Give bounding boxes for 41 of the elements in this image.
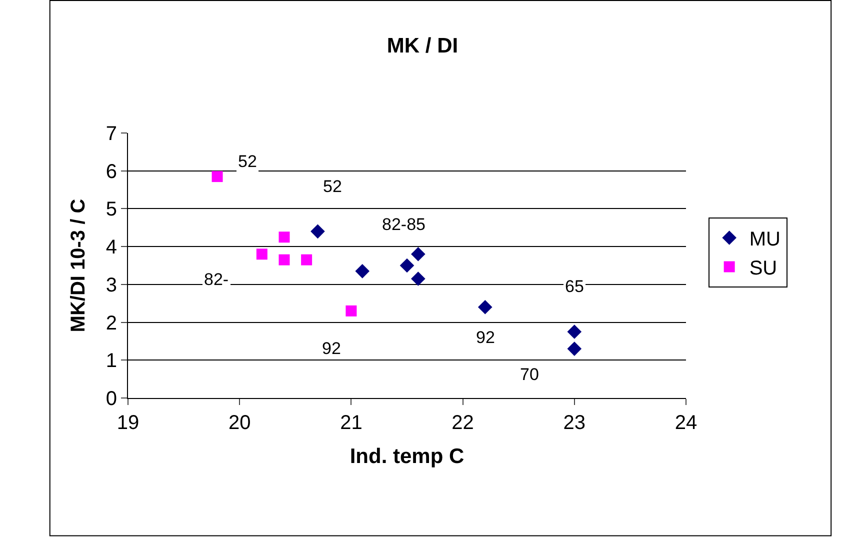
x-tick-label: 24 bbox=[674, 412, 698, 434]
x-tick-label: 21 bbox=[340, 412, 362, 434]
y-tick-label: 1 bbox=[106, 350, 117, 372]
point bbox=[256, 248, 268, 260]
point bbox=[212, 171, 223, 182]
annotation: 82-85 bbox=[382, 215, 426, 234]
x-tick-label: 20 bbox=[228, 412, 251, 434]
y-tick-label: 6 bbox=[106, 160, 117, 183]
annotation: 92 bbox=[322, 339, 341, 358]
annotation: 52 bbox=[323, 177, 342, 196]
legend-label: SU bbox=[749, 258, 778, 280]
annotation: 52 bbox=[238, 152, 257, 171]
legend-label: MU bbox=[749, 228, 780, 251]
point bbox=[355, 264, 370, 278]
point bbox=[567, 324, 582, 339]
y-tick-label: 4 bbox=[106, 236, 117, 259]
point bbox=[567, 342, 582, 356]
y-tick-label: 2 bbox=[106, 312, 117, 334]
x-tick-label: 22 bbox=[452, 412, 474, 434]
point bbox=[411, 272, 426, 286]
point bbox=[301, 254, 312, 266]
y-tick-label: 3 bbox=[106, 274, 117, 296]
point bbox=[400, 258, 414, 273]
y-tick-label: 5 bbox=[106, 198, 117, 221]
point bbox=[278, 254, 290, 266]
chart-title: MK / DI bbox=[386, 34, 458, 58]
annotation: 82- bbox=[204, 270, 229, 289]
annotation: 70 bbox=[520, 365, 539, 384]
x-axis-title: Ind. temp C bbox=[350, 445, 464, 468]
annotation: 92 bbox=[476, 328, 495, 347]
y-tick-label: 7 bbox=[106, 123, 117, 145]
x-tick-label: 19 bbox=[116, 412, 140, 434]
y-axis-title: MK/DI 10-3 / C bbox=[67, 198, 90, 332]
point bbox=[478, 300, 492, 314]
point bbox=[411, 246, 426, 262]
point bbox=[346, 305, 357, 316]
point bbox=[310, 224, 325, 239]
x-tick-label: 23 bbox=[563, 412, 586, 434]
y-tick-label: 0 bbox=[106, 388, 117, 410]
annotation: 65 bbox=[565, 277, 584, 296]
point bbox=[278, 232, 290, 243]
